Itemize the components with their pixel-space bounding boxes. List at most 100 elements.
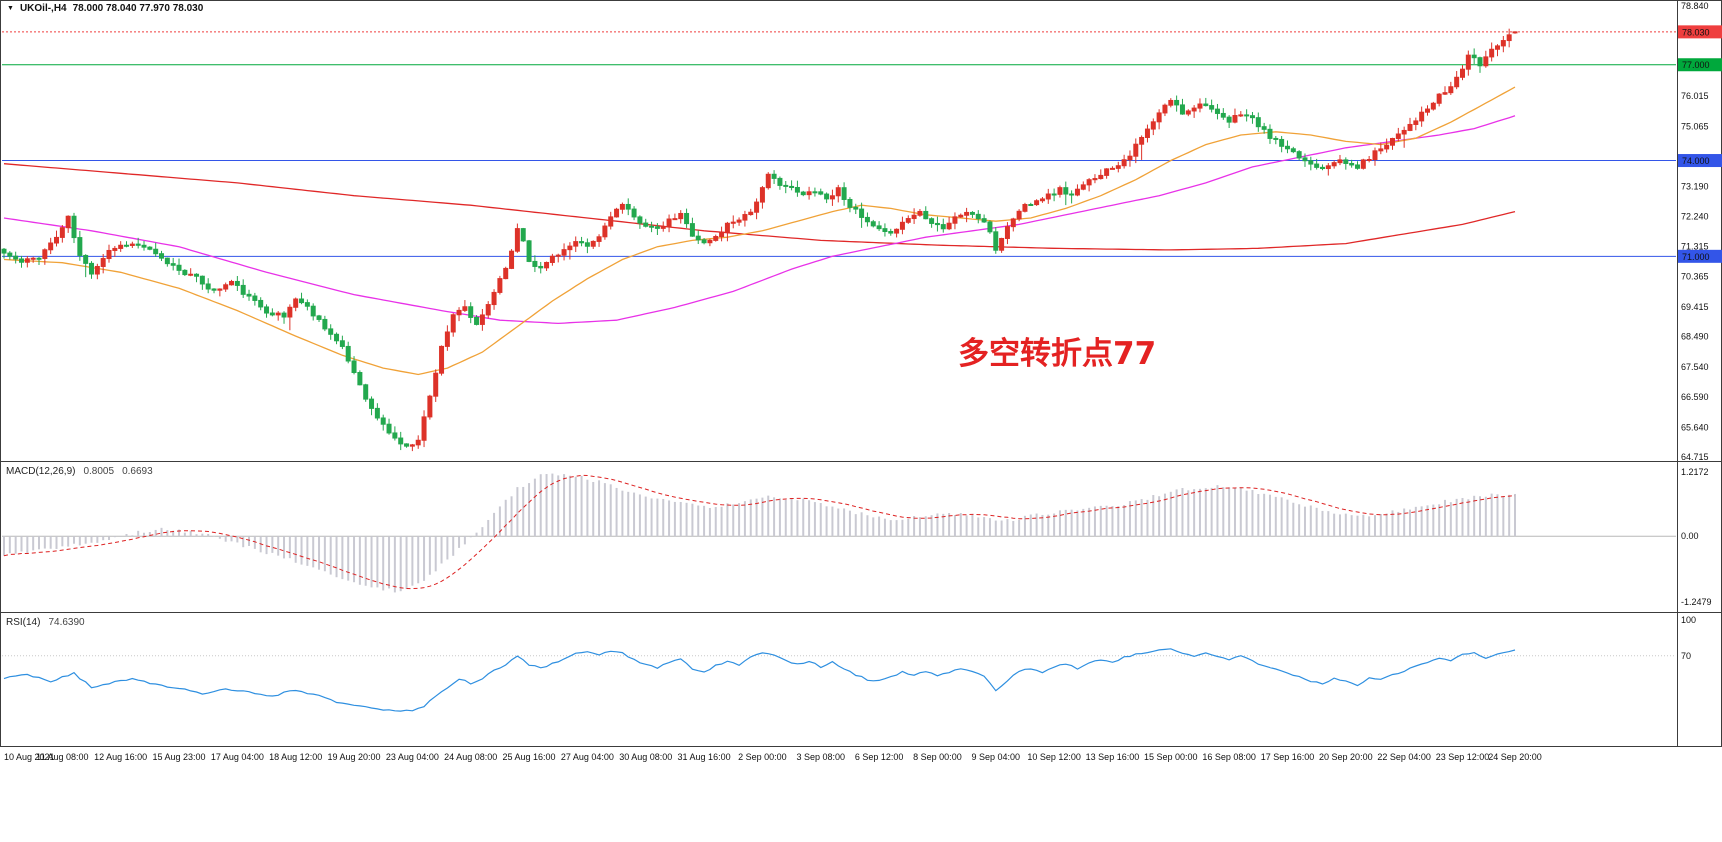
macd-histogram-bar bbox=[283, 536, 286, 559]
macd-histogram-bar bbox=[1187, 490, 1190, 537]
macd-histogram-bar bbox=[1041, 514, 1044, 537]
candle-body bbox=[514, 228, 520, 252]
candle-body bbox=[77, 237, 83, 256]
dropdown-triangle-icon[interactable]: ▼ bbox=[7, 4, 14, 12]
macd-histogram-bar bbox=[1286, 499, 1289, 537]
macd-histogram-bar bbox=[253, 536, 256, 549]
macd-histogram-bar bbox=[831, 506, 834, 537]
macd-histogram-bar bbox=[411, 536, 414, 586]
macd-histogram-bar bbox=[708, 507, 711, 537]
macd-histogram-bar bbox=[1140, 499, 1143, 537]
macd-histogram-bar bbox=[918, 517, 921, 537]
macd-histogram-bar bbox=[96, 536, 99, 543]
candle-body bbox=[882, 228, 888, 233]
candle-body bbox=[176, 264, 182, 271]
macd-histogram-bar bbox=[1029, 514, 1032, 537]
time-axis-label: 24 Aug 08:00 bbox=[444, 752, 497, 762]
candle-body bbox=[444, 331, 450, 347]
time-axis-label: 10 Sep 12:00 bbox=[1027, 752, 1081, 762]
candle-body bbox=[771, 173, 777, 179]
candle-body bbox=[1477, 57, 1483, 67]
candle-body bbox=[742, 214, 748, 221]
candle-body bbox=[1290, 148, 1296, 153]
macd-histogram-bar bbox=[341, 536, 344, 580]
candle-body bbox=[1069, 193, 1075, 196]
panel-border bbox=[0, 461, 1722, 613]
candle-body bbox=[304, 302, 310, 307]
macd-histogram-bar bbox=[1467, 499, 1470, 537]
candle-body bbox=[765, 173, 771, 189]
candle-body bbox=[229, 280, 235, 286]
candle-body bbox=[1308, 160, 1314, 165]
macd-histogram-bar bbox=[1379, 514, 1382, 537]
price-tick-label: 68.490 bbox=[1681, 331, 1709, 341]
macd-panel-header: MACD(12,26,9) 0.8005 0.6693 bbox=[6, 466, 153, 477]
macd-histogram-bar bbox=[1420, 506, 1423, 537]
candle-body bbox=[719, 231, 725, 238]
candle-body bbox=[1349, 162, 1355, 166]
candle-body bbox=[555, 254, 561, 257]
macd-histogram-bar bbox=[1484, 496, 1487, 537]
candle-body bbox=[1098, 174, 1104, 180]
macd-histogram-bar bbox=[1239, 487, 1242, 537]
macd-histogram-bar bbox=[866, 515, 869, 537]
time-axis-label: 8 Sep 00:00 bbox=[913, 752, 962, 762]
macd-histogram-bar bbox=[323, 536, 326, 572]
macd-histogram-bar bbox=[959, 513, 962, 537]
candle-body bbox=[544, 261, 550, 269]
candle-body bbox=[1424, 108, 1430, 113]
macd-histogram-bar bbox=[1327, 511, 1330, 537]
macd-histogram-bar bbox=[650, 498, 653, 537]
candle-body bbox=[579, 241, 585, 244]
macd-histogram-bar bbox=[854, 514, 857, 537]
macd-histogram-bar bbox=[1344, 513, 1347, 537]
macd-histogram-bar bbox=[1251, 490, 1254, 537]
time-axis-label: 30 Aug 08:00 bbox=[619, 752, 672, 762]
macd-histogram-bar bbox=[1152, 495, 1155, 537]
candle-body bbox=[754, 201, 760, 213]
chart-annotation[interactable]: 多空转折点77 bbox=[958, 336, 1157, 372]
macd-histogram-bar bbox=[528, 483, 531, 537]
price-axis[interactable] bbox=[1678, 1, 1721, 746]
candle-body bbox=[1378, 148, 1384, 152]
macd-histogram-bar bbox=[1012, 520, 1015, 537]
candle-body bbox=[106, 249, 112, 260]
macd-histogram-bar bbox=[889, 520, 892, 537]
macd-scale-label: -1.2479 bbox=[1681, 597, 1712, 607]
macd-histogram-bar bbox=[1181, 487, 1184, 537]
candle-body bbox=[386, 423, 392, 434]
candle-body bbox=[584, 242, 590, 247]
candle-body bbox=[818, 191, 824, 195]
candle-body bbox=[841, 187, 847, 200]
price-marker-label: 74.000 bbox=[1682, 156, 1710, 166]
macd-histogram-bar bbox=[160, 527, 163, 537]
candle-body bbox=[1057, 187, 1063, 195]
candle-body bbox=[112, 247, 118, 251]
candle-body bbox=[1, 248, 7, 254]
macd-histogram-bar bbox=[755, 498, 758, 537]
macd-histogram-bar bbox=[8, 536, 11, 554]
macd-histogram-bar bbox=[942, 513, 945, 537]
macd-histogram-bar bbox=[393, 536, 396, 593]
macd-histogram-bar bbox=[749, 499, 752, 537]
macd-histogram-bar bbox=[1105, 505, 1108, 537]
candle-body bbox=[1127, 155, 1133, 161]
candle-body bbox=[993, 231, 999, 251]
candle-body bbox=[1133, 143, 1139, 157]
candle-body bbox=[684, 212, 690, 225]
macd-histogram-bar bbox=[1356, 515, 1359, 537]
macd-histogram-bar bbox=[38, 536, 41, 550]
macd-histogram-bar bbox=[1018, 519, 1021, 537]
candle-body bbox=[30, 257, 36, 260]
candle-body bbox=[654, 226, 660, 229]
candle-body bbox=[1162, 104, 1168, 114]
chart-plot-area[interactable] bbox=[2, 1, 1676, 461]
time-axis[interactable] bbox=[0, 747, 1676, 775]
candle-body bbox=[497, 278, 503, 293]
candle-body bbox=[264, 306, 270, 314]
time-axis-label: 24 Sep 20:00 bbox=[1488, 752, 1542, 762]
macd-histogram-bar bbox=[1373, 515, 1376, 537]
price-tick-label: 70.365 bbox=[1681, 272, 1709, 282]
macd-histogram-bar bbox=[1292, 502, 1295, 537]
